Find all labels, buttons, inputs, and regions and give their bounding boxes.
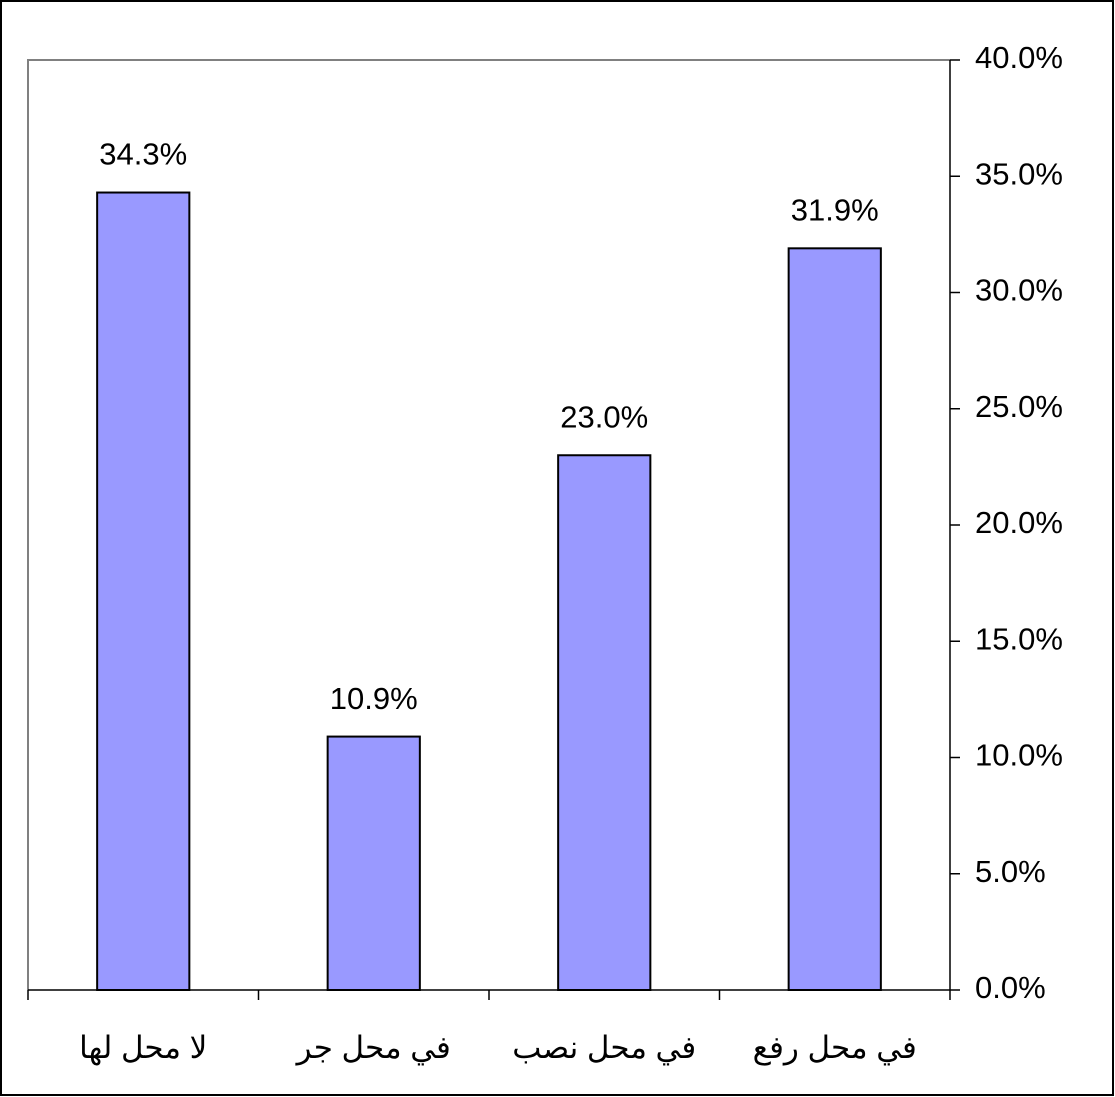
x-tick-label: في محل رفع: [753, 1030, 917, 1066]
value-label: 10.9%: [330, 681, 418, 716]
y-tick-label: 20.0%: [975, 505, 1063, 540]
x-tick-label: في محل جر: [295, 1030, 451, 1066]
bar: [96, 191, 191, 991]
y-tick-label: 40.0%: [975, 40, 1063, 75]
value-label: 34.3%: [99, 137, 187, 172]
y-tick-label: 25.0%: [975, 389, 1063, 424]
y-tick-label: 15.0%: [975, 621, 1063, 656]
bar: [787, 247, 882, 991]
value-label: 23.0%: [560, 399, 648, 434]
x-tick-label: في محل نصب: [512, 1030, 696, 1066]
bar: [557, 454, 652, 991]
y-tick-label: 0.0%: [975, 970, 1046, 1005]
x-tick-label: لا محل لها: [79, 1030, 207, 1066]
bar: [326, 735, 421, 992]
y-tick-label: 30.0%: [975, 273, 1063, 308]
y-tick-label: 10.0%: [975, 738, 1063, 773]
y-tick-label: 5.0%: [975, 854, 1046, 889]
plot-border: [27, 59, 950, 990]
y-tick-label: 35.0%: [975, 156, 1063, 191]
value-label: 31.9%: [791, 193, 879, 228]
